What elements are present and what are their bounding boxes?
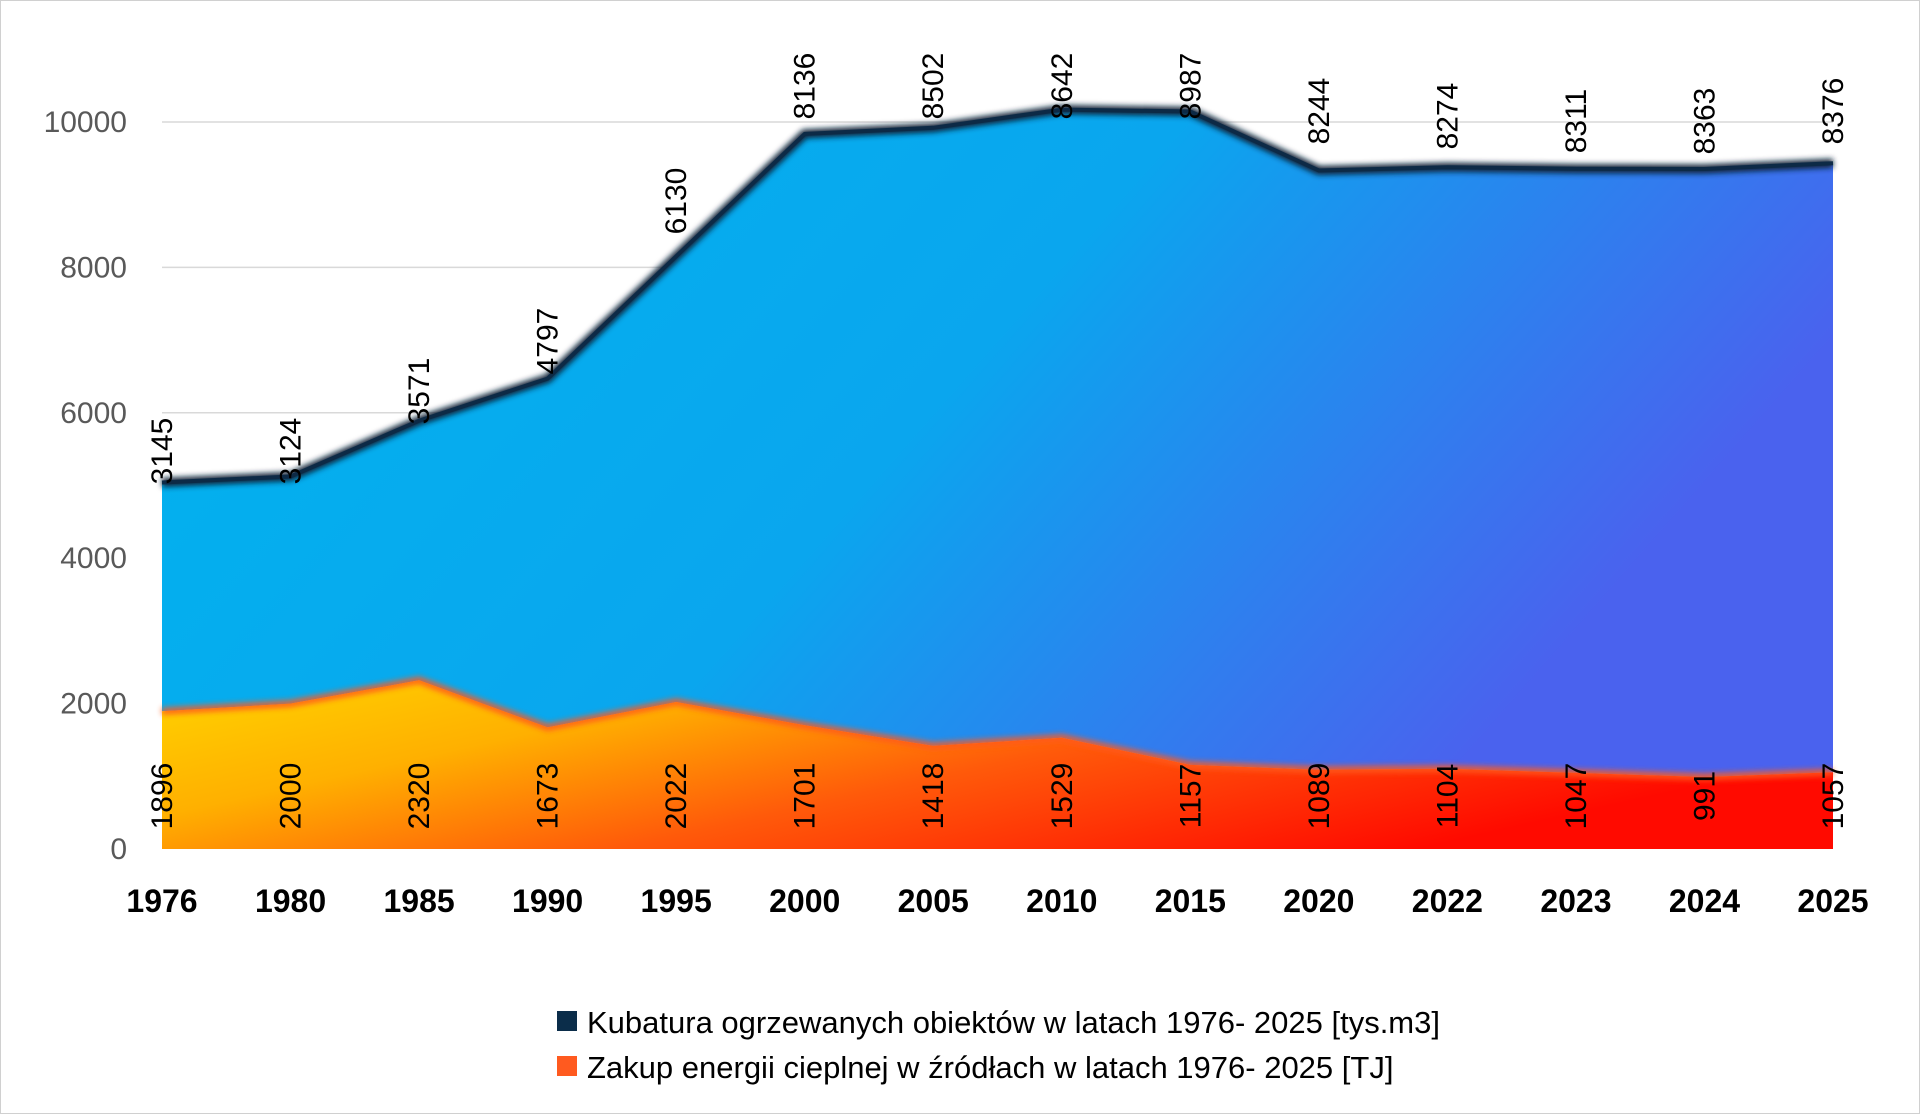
- data-label-kubatura: 8311: [1560, 89, 1593, 154]
- data-label-energia: 991: [1688, 771, 1721, 821]
- legend: Kubatura ogrzewanych obiektów w latach 1…: [557, 1005, 1440, 1085]
- x-tick-label: 2010: [1026, 883, 1097, 919]
- data-labels: 3145 1896 3124 2000 3571 2320 4797 1673 6130 2022…: [146, 53, 1850, 830]
- x-tick-label: 2000: [769, 883, 840, 919]
- data-label-kubatura: 8642: [1046, 53, 1079, 120]
- data-label-energia: 2320: [403, 763, 436, 830]
- x-tick-label: 2024: [1669, 883, 1740, 919]
- data-label-energia: 1529: [1046, 763, 1079, 830]
- y-tick-label: 8000: [60, 251, 127, 284]
- data-label-energia: 1057: [1817, 763, 1850, 830]
- data-label-energia: 1089: [1303, 763, 1336, 830]
- data-label-energia: 1896: [146, 763, 179, 830]
- data-label-kubatura: 8136: [789, 53, 822, 120]
- data-label-kubatura: 8376: [1817, 78, 1850, 145]
- legend-swatch-energia: [557, 1056, 577, 1076]
- legend-label-kubatura: Kubatura ogrzewanych obiektów w latach 1…: [587, 1005, 1440, 1040]
- y-tick-label: 10000: [44, 106, 127, 139]
- y-tick-label: 4000: [60, 542, 127, 575]
- y-tick-label: 2000: [60, 688, 127, 721]
- data-label-kubatura: 3124: [275, 418, 308, 485]
- data-label-energia: 1157: [1174, 764, 1207, 829]
- data-label-kubatura: 3145: [146, 418, 179, 485]
- x-tick-label: 2025: [1797, 883, 1868, 919]
- data-label-energia: 1104: [1431, 764, 1464, 829]
- y-axis-tick-labels: 0 2000 4000 6000 8000 10000: [44, 106, 127, 866]
- data-label-energia: 1673: [532, 763, 565, 830]
- y-tick-label: 0: [110, 833, 127, 866]
- legend-label-energia: Zakup energii cieplnej w źródłach w lata…: [587, 1050, 1393, 1085]
- data-label-kubatura: 8363: [1688, 88, 1721, 155]
- x-tick-label: 1980: [255, 883, 326, 919]
- data-label-energia: 1418: [917, 763, 950, 830]
- data-label-energia: 2022: [660, 763, 693, 830]
- edge-kubatura: [161, 107, 1834, 485]
- data-label-kubatura: 3571: [403, 358, 436, 425]
- data-label-kubatura: 6130: [660, 168, 693, 235]
- data-label-energia: 1047: [1560, 763, 1593, 830]
- data-label-energia: 1701: [789, 763, 822, 830]
- data-label-kubatura: 8274: [1431, 83, 1464, 150]
- x-tick-label: 2023: [1540, 883, 1611, 919]
- data-label-kubatura: 8244: [1303, 78, 1336, 145]
- y-tick-label: 6000: [60, 397, 127, 430]
- data-label-kubatura: 4797: [532, 308, 565, 375]
- x-tick-label: 2020: [1283, 883, 1354, 919]
- x-tick-label: 1976: [126, 883, 197, 919]
- x-tick-label: 1995: [641, 883, 712, 919]
- data-label-kubatura: 8502: [917, 53, 950, 120]
- x-tick-label: 2022: [1412, 883, 1483, 919]
- legend-swatch-kubatura: [557, 1011, 577, 1031]
- x-tick-label: 1990: [512, 883, 583, 919]
- x-tick-label: 1985: [383, 883, 454, 919]
- edge-energia: [161, 676, 1834, 781]
- data-label-kubatura: 8987: [1174, 53, 1207, 120]
- x-tick-label: 2015: [1155, 883, 1226, 919]
- x-tick-label: 2005: [898, 883, 969, 919]
- series-areas: [161, 105, 1834, 849]
- area-kubatura: [162, 109, 1833, 778]
- x-axis-tick-labels: 1976 1980 1985 1990 1995 2000 2005 2010 2015 2020…: [126, 883, 1868, 919]
- data-label-energia: 2000: [275, 763, 308, 830]
